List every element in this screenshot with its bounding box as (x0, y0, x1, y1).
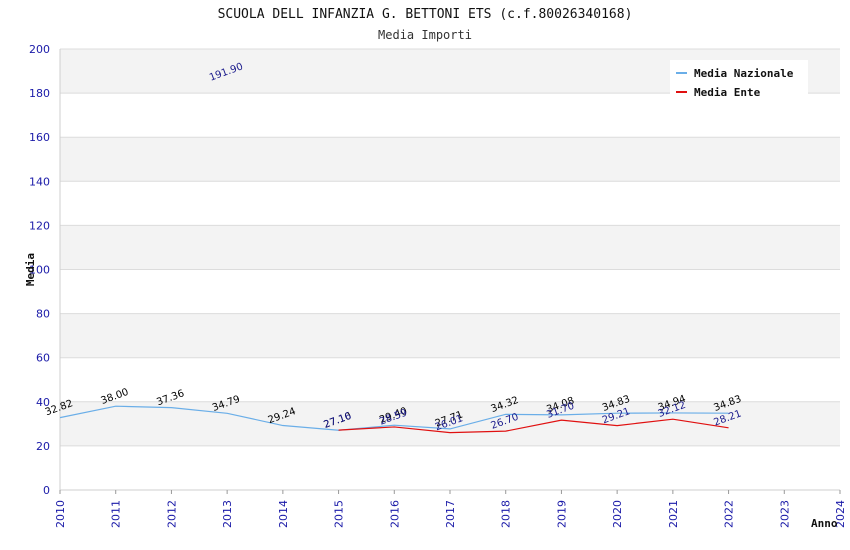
x-tick-label: 2021 (667, 500, 680, 528)
y-tick-label: 140 (29, 175, 50, 188)
chart-title: SCUOLA DELL INFANZIA G. BETTONI ETS (c.f… (218, 7, 633, 22)
axes: 0 20 40 60 80 100 120 140 160 180 200 2010 2011 2012 2… (29, 43, 847, 528)
y-tick-label: 160 (29, 131, 50, 144)
plot-band (60, 357, 840, 402)
y-tick-label: 60 (36, 352, 50, 365)
x-tick-label: 2010 (54, 500, 67, 528)
legend-label: Media Nazionale (694, 67, 794, 80)
series-layer (59, 405, 729, 434)
x-tick-label: 2024 (834, 500, 847, 528)
x-tick-label: 2017 (444, 500, 457, 528)
y-tick-label: 180 (29, 87, 50, 100)
y-tick-label: 80 (36, 308, 50, 321)
series-line-media-nazionale (59, 405, 729, 431)
x-tick-label: 2019 (555, 500, 568, 528)
x-tick-label: 2016 (388, 500, 401, 528)
plot-band (60, 269, 840, 314)
x-tick-label: 2013 (221, 500, 234, 528)
y-tick-label: 100 (29, 264, 50, 277)
x-tick-label: 2023 (778, 500, 791, 528)
legend: Media Nazionale Media Ente (670, 60, 808, 99)
y-tick-label: 0 (43, 484, 50, 497)
y-tick-label: 40 (36, 396, 50, 409)
series-line-media-ente (338, 418, 729, 434)
plot-band (60, 313, 840, 358)
plot-band (60, 445, 840, 490)
chart-subtitle: Media Importi (378, 28, 472, 42)
y-axis-label: Media (24, 253, 37, 286)
legend-label: Media Ente (694, 86, 761, 99)
plot-band (60, 181, 840, 226)
y-tick-label: 200 (29, 43, 50, 56)
legend-box (670, 60, 808, 96)
y-tick-label: 120 (29, 219, 50, 232)
x-tick-label: 2018 (500, 500, 513, 528)
x-axis-label: Anno (811, 517, 838, 530)
y-tick-label: 20 (36, 440, 50, 453)
x-tick-label: 2011 (110, 500, 123, 528)
x-tick-label: 2022 (723, 500, 736, 528)
plot-band (60, 225, 840, 270)
plot-area (60, 49, 840, 490)
x-tick-label: 2015 (333, 500, 346, 528)
x-tick-label: 2020 (611, 500, 624, 528)
x-tick-label: 2014 (277, 500, 290, 528)
plot-band (60, 137, 840, 182)
plot-band (60, 93, 840, 138)
x-tick-label: 2012 (165, 500, 178, 528)
